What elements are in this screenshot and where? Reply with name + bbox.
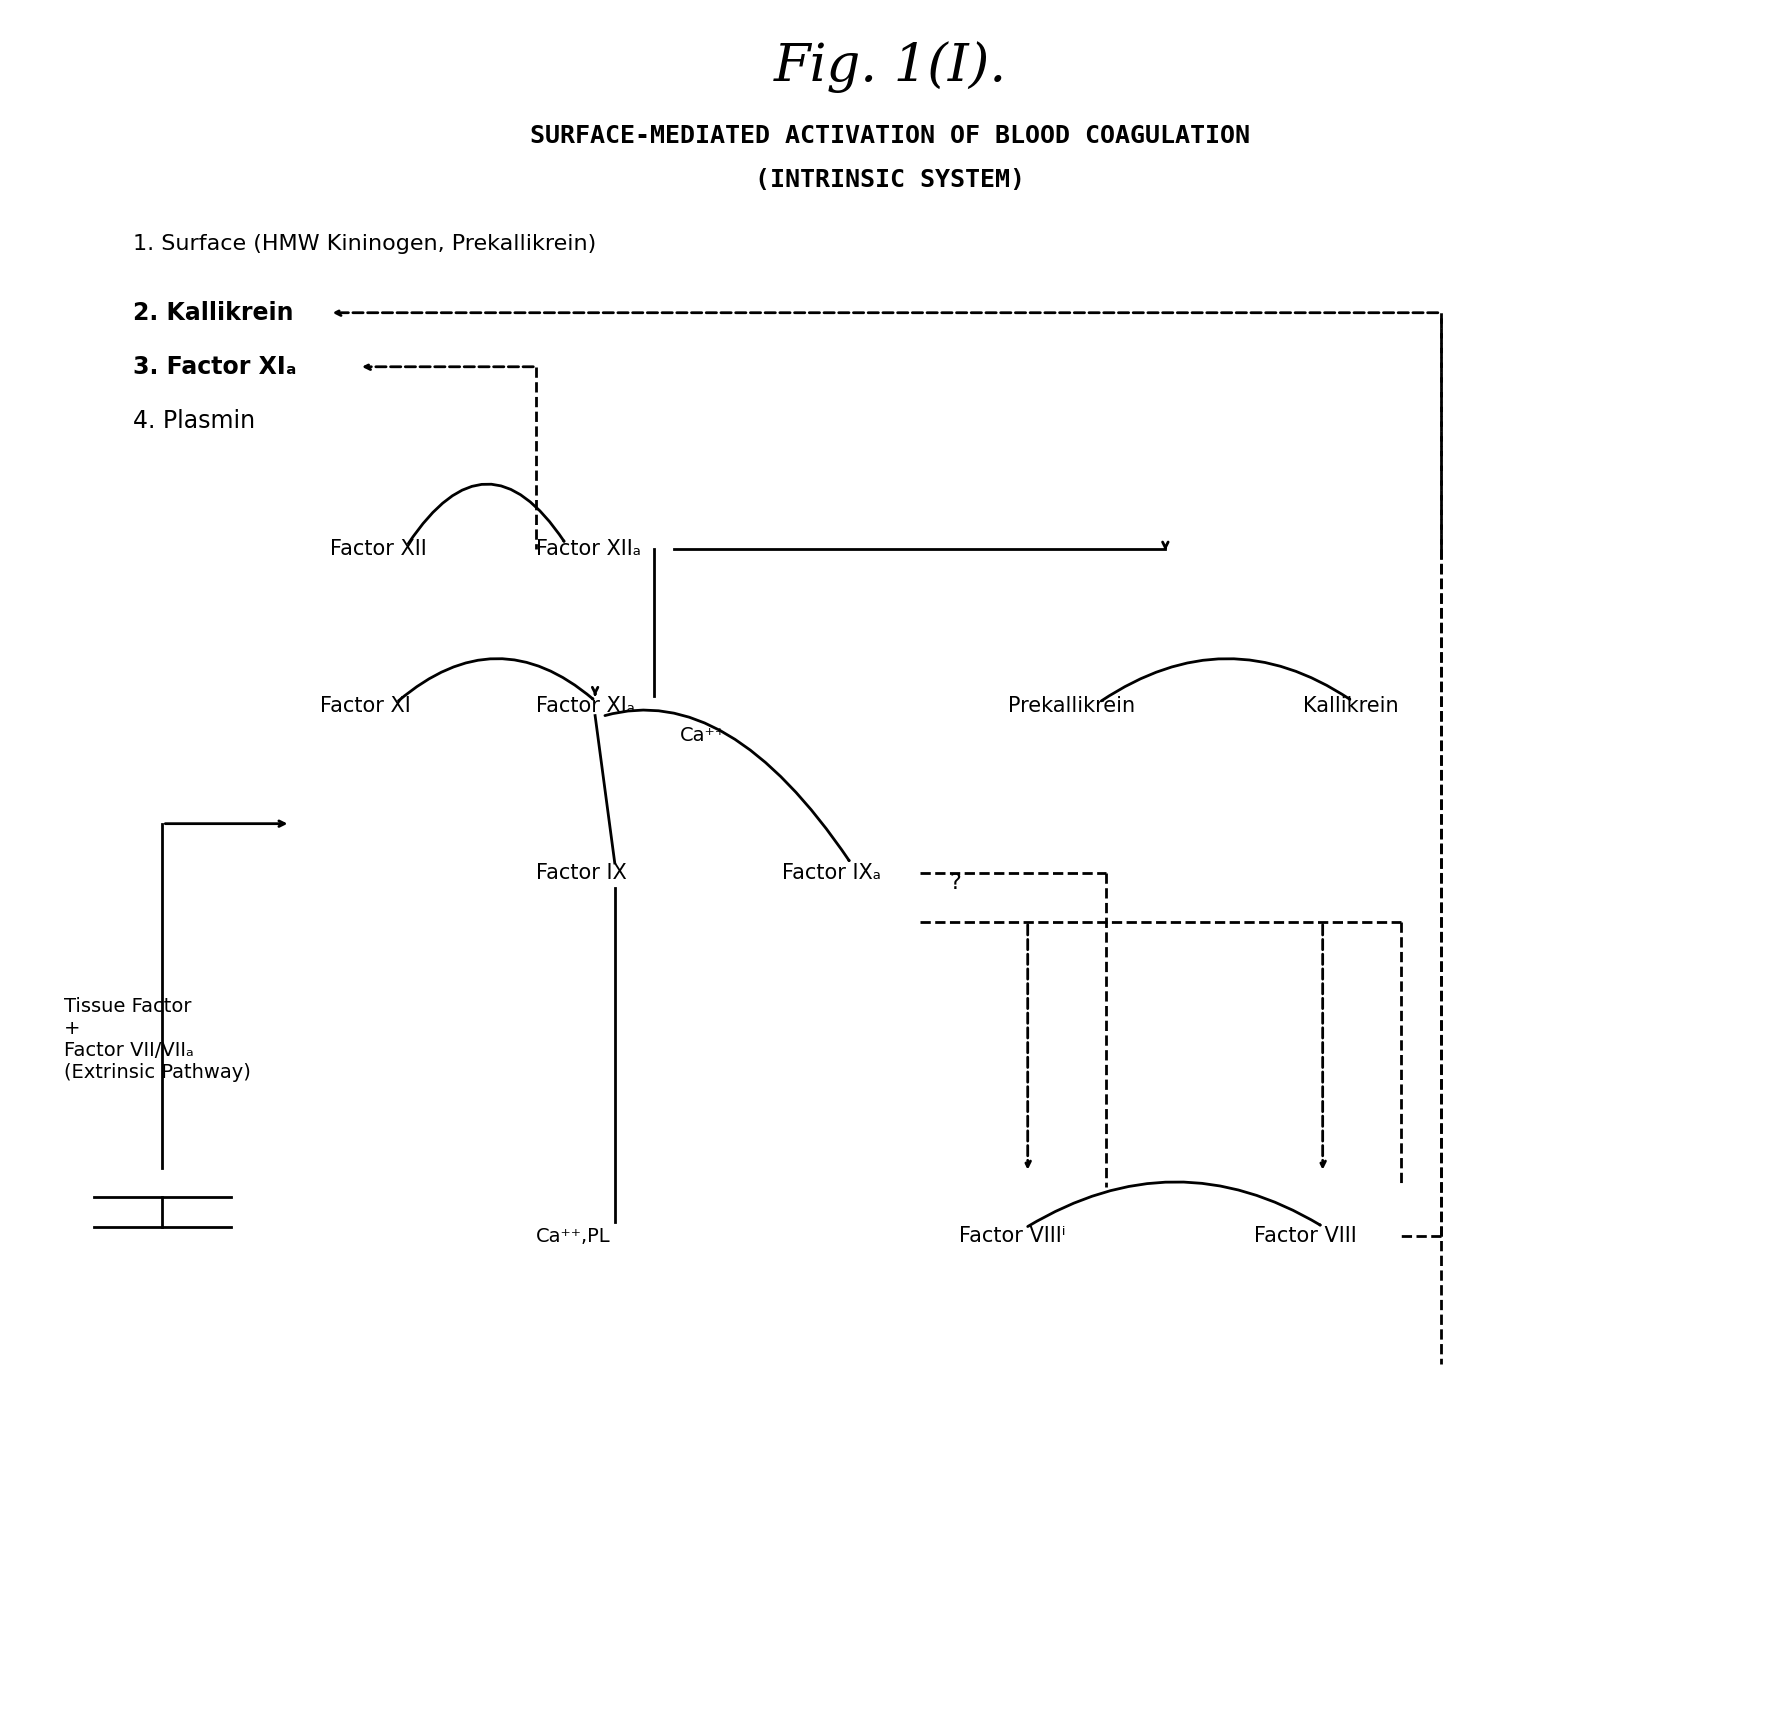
Text: Tissue Factor
+
Factor VII/VIIₐ
(Extrinsic Pathway): Tissue Factor + Factor VII/VIIₐ (Extrins…	[64, 998, 250, 1082]
FancyArrowPatch shape	[1028, 1182, 1321, 1227]
Text: Factor XIₐ: Factor XIₐ	[536, 696, 634, 715]
Text: SURFACE-MEDIATED ACTIVATION OF BLOOD COAGULATION: SURFACE-MEDIATED ACTIVATION OF BLOOD COA…	[531, 124, 1251, 148]
Text: Factor VIIIⁱ: Factor VIIIⁱ	[960, 1227, 1065, 1246]
FancyArrowPatch shape	[1101, 658, 1349, 701]
Text: 4. Plasmin: 4. Plasmin	[132, 408, 256, 432]
Text: Factor IXₐ: Factor IXₐ	[783, 863, 881, 882]
Text: Factor VIII: Factor VIII	[1254, 1227, 1356, 1246]
Text: Kallikrein: Kallikrein	[1303, 696, 1399, 715]
Text: 3. Factor XIₐ: 3. Factor XIₐ	[132, 355, 297, 379]
Text: Factor IX: Factor IX	[536, 863, 627, 882]
Text: Fig. 1(I).: Fig. 1(I).	[774, 41, 1006, 93]
FancyArrowPatch shape	[407, 484, 565, 544]
Text: ?: ?	[949, 872, 961, 893]
Text: 2. Kallikrein: 2. Kallikrein	[132, 302, 293, 324]
Text: Prekallikrein: Prekallikrein	[1008, 696, 1135, 715]
Text: (INTRINSIC SYSTEM): (INTRINSIC SYSTEM)	[756, 169, 1026, 191]
FancyArrowPatch shape	[606, 710, 849, 860]
Text: Factor XII: Factor XII	[329, 539, 427, 558]
FancyArrowPatch shape	[399, 658, 593, 701]
Text: Ca⁺⁺,PL: Ca⁺⁺,PL	[536, 1227, 611, 1246]
Text: Factor XIIₐ: Factor XIIₐ	[536, 539, 642, 558]
Text: Ca⁺⁺: Ca⁺⁺	[681, 725, 726, 744]
Text: 1. Surface (HMW Kininogen, Prekallikrein): 1. Surface (HMW Kininogen, Prekallikrein…	[132, 234, 597, 253]
Text: Factor XI: Factor XI	[320, 696, 411, 715]
